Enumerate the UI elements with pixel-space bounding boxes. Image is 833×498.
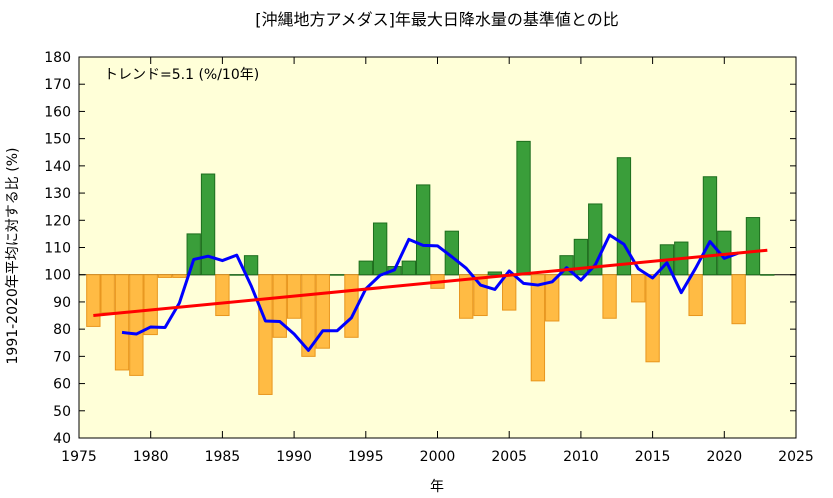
bar-1981	[157, 274, 173, 278]
x-tick-label-1980: 1980	[133, 449, 169, 465]
moving-average-line	[121, 233, 740, 352]
bar-1995	[358, 260, 373, 276]
y-tick-label-150: 150	[44, 132, 71, 148]
x-tick-label-1985: 1985	[205, 449, 241, 465]
x-tick-label-2005: 2005	[491, 449, 527, 465]
bar-2006	[516, 140, 531, 276]
y-axis-label: 1991-2020年平均に対する比 (%)	[5, 148, 21, 365]
y-tick-label-70: 70	[53, 349, 71, 365]
bar-1984	[200, 173, 216, 276]
y-tick-label-180: 180	[44, 50, 71, 66]
x-axis-label: 年	[430, 479, 444, 495]
y-tick-label-110: 110	[44, 241, 71, 257]
bar-1988	[258, 274, 273, 395]
bar-2018	[688, 274, 703, 317]
bar-1999	[415, 184, 431, 276]
bar-2021	[731, 274, 746, 325]
trend-line	[93, 248, 768, 318]
bar-1979	[129, 274, 144, 376]
bar-2004	[487, 271, 503, 276]
bar-1980	[143, 274, 158, 336]
bar-1996	[372, 222, 388, 276]
y-tick-label-120: 120	[44, 213, 71, 229]
bar-1989	[272, 274, 287, 338]
bar-1977	[100, 274, 115, 314]
bar-2008	[545, 274, 560, 322]
bar-2014	[631, 274, 646, 303]
bar-1998	[401, 260, 416, 276]
x-tick-label-1995: 1995	[348, 449, 384, 465]
y-tick-label-100: 100	[44, 268, 71, 284]
bar-1976	[86, 274, 101, 327]
y-tick-label-40: 40	[53, 431, 71, 447]
bar-2015	[645, 274, 660, 363]
bar-1978	[114, 274, 130, 371]
y-tick-label-130: 130	[44, 186, 71, 202]
y-tick-label-60: 60	[53, 377, 71, 393]
bar-1986	[229, 274, 244, 276]
bar-1985	[215, 274, 230, 317]
bar-1987	[243, 255, 259, 276]
y-tick-label-140: 140	[44, 159, 71, 175]
x-tick-label-1975: 1975	[61, 449, 97, 465]
x-tick-label-1990: 1990	[276, 449, 312, 465]
y-tick-label-80: 80	[53, 322, 71, 338]
x-tick-label-2010: 2010	[563, 449, 599, 465]
y-tick-label-90: 90	[53, 295, 71, 311]
bar-2013	[616, 157, 632, 276]
bar-1983	[186, 233, 201, 276]
bar-2010	[573, 238, 589, 276]
bar-2019	[702, 176, 718, 276]
bar-1982	[172, 274, 187, 278]
bar-1993	[329, 274, 345, 276]
trend-annotation: トレンド=5.1 (%/10年)	[104, 67, 259, 83]
bar-2023	[760, 274, 775, 276]
x-tick-label-2015: 2015	[635, 449, 671, 465]
bar-2002	[459, 274, 474, 319]
bar-2007	[530, 274, 546, 382]
x-tick-label-2020: 2020	[706, 449, 742, 465]
y-tick-label-170: 170	[44, 77, 71, 93]
bar-2012	[602, 274, 617, 319]
y-tick-label-50: 50	[53, 404, 71, 420]
x-tick-label-2000: 2000	[420, 449, 456, 465]
bar-2005	[502, 274, 517, 311]
y-tick-label-160: 160	[44, 104, 71, 120]
chart-title: [沖縄地方アメダス]年最大日降水量の基準値との比	[255, 10, 619, 29]
x-tick-label-2025: 2025	[778, 449, 814, 465]
bar-2022	[745, 217, 761, 276]
